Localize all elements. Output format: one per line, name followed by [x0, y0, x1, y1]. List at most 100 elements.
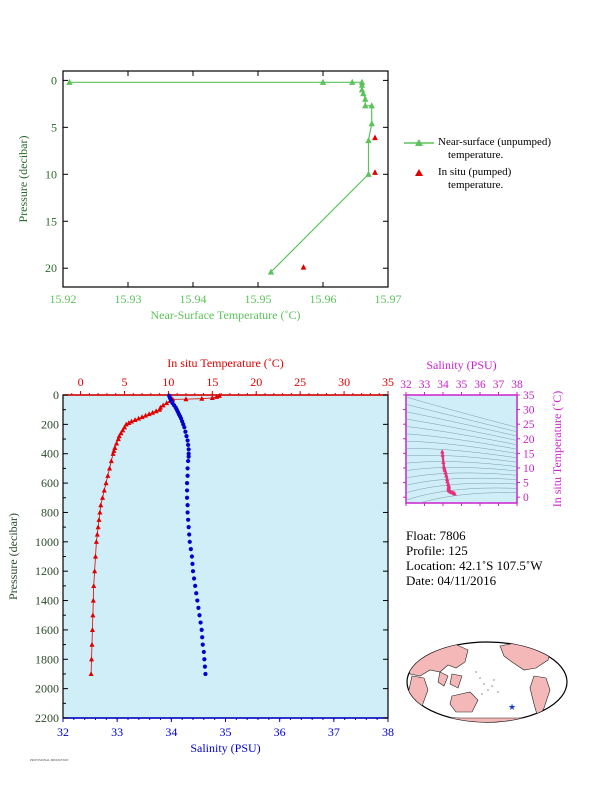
temperature-point — [164, 400, 170, 406]
salinity-point — [195, 598, 200, 603]
profile-top-axis-label: In situ Temperature (˚C) — [167, 356, 284, 370]
profile-y-tick-label: 1400 — [35, 594, 59, 608]
salinity-point — [186, 442, 191, 448]
ts-contour-line — [406, 477, 517, 486]
legend-line-triangle-icon — [404, 139, 434, 146]
ts-contour-line — [406, 433, 517, 450]
ts-x-tick-label: 35 — [456, 379, 468, 391]
temperature-point — [214, 393, 220, 399]
ts-contour-line — [406, 411, 517, 437]
date: Date: 04/11/2016 — [406, 573, 497, 588]
ts-contour-line — [418, 492, 517, 503]
in-situ-point — [372, 134, 378, 141]
ts-y-axis-label: In situ Temperature (˚C) — [550, 391, 564, 508]
ts-point — [445, 479, 450, 484]
temperature-point — [118, 430, 124, 436]
temperature-point — [103, 480, 109, 486]
profile-top-tick-label: 0 — [78, 375, 84, 389]
near-surface-point — [368, 102, 375, 109]
salinity-point — [188, 547, 193, 552]
temperature-point — [132, 417, 138, 423]
near-surface-point — [349, 78, 356, 85]
temperature-point — [153, 408, 159, 414]
ts-point — [440, 452, 445, 457]
salinity-point — [184, 488, 190, 493]
near-surface-point — [360, 90, 367, 97]
map-islands — [475, 671, 499, 695]
ts-x-axis-label: Salinity (PSU) — [426, 358, 496, 372]
salinity-point — [184, 434, 189, 439]
salinity-point — [200, 642, 205, 647]
ts-contour-line — [406, 448, 517, 459]
profile-bottom-tick-label: 34 — [165, 725, 177, 739]
temperature-point — [111, 447, 117, 453]
profile-y-tick-label: 1000 — [35, 535, 59, 549]
salinity-point — [197, 613, 202, 618]
near-surface-y-axis-label: Pressure (decibar) — [16, 136, 30, 223]
ts-contour-line — [406, 461, 517, 467]
profile-y-tick-label: 400 — [41, 447, 59, 461]
in-situ-point — [300, 264, 307, 270]
ts-y-tick-label: 30 — [523, 405, 535, 417]
temperature-point — [143, 412, 149, 418]
temperature-point — [115, 436, 121, 442]
profile-bottom-tick-label: 32 — [57, 725, 69, 739]
location: Location: 42.1˚S 107.5˚W — [406, 558, 543, 573]
near-surface-frame — [62, 70, 389, 288]
profile-frame — [62, 394, 389, 719]
temperature-point — [90, 597, 96, 603]
ts-y-tick-label: 5 — [523, 478, 529, 490]
profile-y-tick-label: 2000 — [35, 682, 59, 696]
near-surface-point — [368, 120, 375, 127]
salinity-point — [187, 539, 192, 544]
ts-contour-line — [406, 482, 517, 494]
near-surface-y-tick-label: 0 — [51, 73, 57, 87]
near-surface-x-axis-label: Near-Surface Temperature (˚C) — [151, 308, 301, 322]
ts-y-tick-label: 10 — [523, 463, 535, 475]
profile-bottom-tick-label: 38 — [382, 725, 394, 739]
ts-point — [444, 473, 449, 478]
near-surface-plot-area: 15.92 15.93 15.94 15.95 15.96 15.97 0 5 10 15 20 Ne… — [16, 70, 402, 322]
profile-y-tick-label: 200 — [41, 417, 59, 431]
ts-contour-line — [406, 404, 517, 433]
ts-diagram: 32 33 34 35 36 37 38 Salinity (PSU) 0 5 10 15 20 25 30… — [400, 358, 564, 508]
temperature-point — [126, 420, 132, 425]
ts-x-tick-label: 32 — [400, 379, 412, 391]
profile-top-tick-label: 15 — [206, 375, 218, 389]
temperature-point — [107, 465, 113, 471]
salinity-point — [190, 561, 195, 566]
ts-x-tick-label: 34 — [437, 379, 449, 391]
legend-triangle-icon — [415, 169, 423, 176]
salinity-point — [185, 473, 190, 478]
temperature-point — [139, 414, 145, 420]
temperature-point — [89, 641, 95, 647]
float-location-marker: ★ — [508, 702, 516, 712]
temperature-point — [199, 395, 205, 401]
profile-y-axis-label: Pressure (decibar) — [6, 513, 20, 600]
salinity-point — [186, 447, 191, 452]
legend-in-situ-line2: temperature. — [448, 179, 504, 191]
salinity-point — [184, 480, 190, 486]
temperature-point — [209, 395, 215, 401]
near-surface-x-tick-label: 15.95 — [245, 292, 272, 306]
near-surface-y-tick-label: 10 — [45, 167, 57, 181]
near-surface-y-tick-label: 20 — [45, 261, 57, 275]
salinity-point — [196, 605, 201, 610]
ts-contour-line — [406, 396, 517, 428]
near-surface-y-tick-label: 5 — [51, 120, 57, 134]
temperature-point — [116, 433, 122, 439]
temperature-point — [90, 612, 96, 618]
salinity-point — [201, 649, 206, 655]
salinity-point — [186, 451, 191, 456]
temperature-point — [94, 531, 100, 537]
profile-top-tick-label: 10 — [162, 375, 174, 389]
salinity-point — [185, 503, 190, 508]
ts-contour-line — [406, 454, 517, 463]
profile-y-tick-label: 2200 — [35, 711, 59, 725]
salinity-point — [186, 454, 191, 459]
salinity-point — [186, 525, 191, 530]
footnote: PROVISIONAL MIDDLETON — [30, 758, 69, 762]
profile-bottom-tick-label: 36 — [274, 725, 286, 739]
